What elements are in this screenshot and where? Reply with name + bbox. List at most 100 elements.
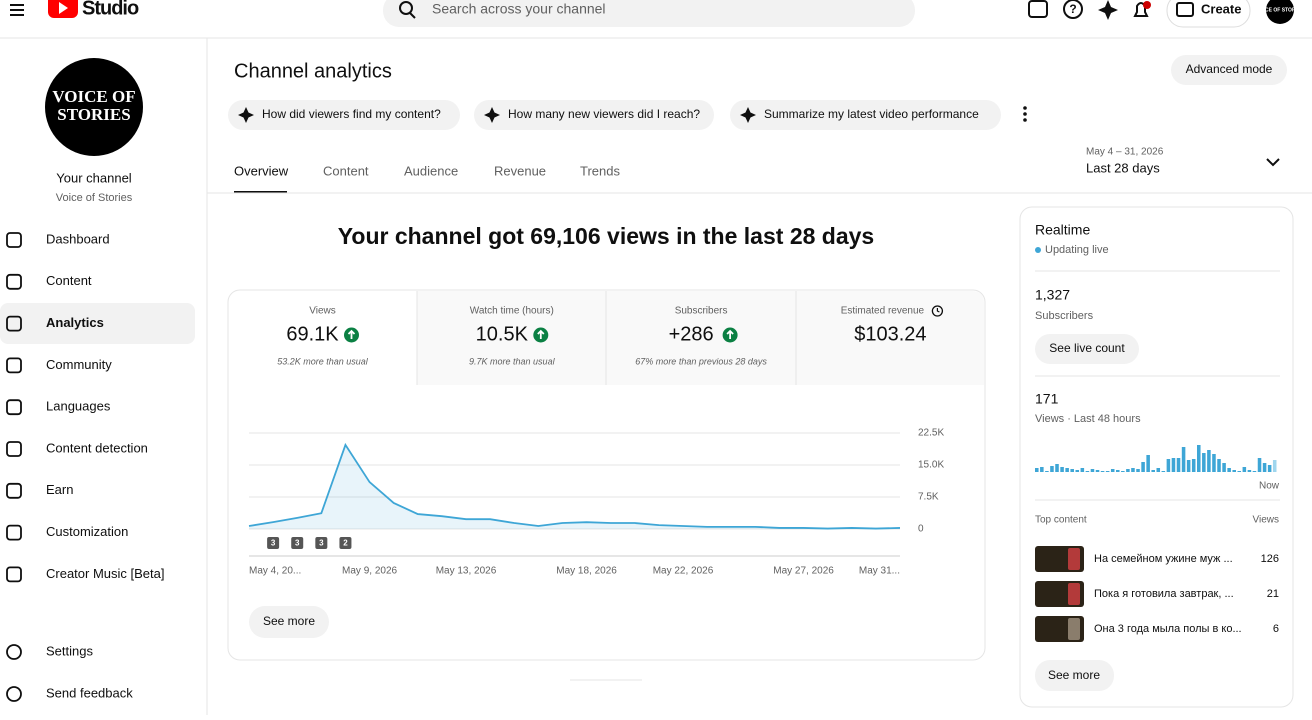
brand: Studio [82,0,139,19]
subscriber-label: Subscribers [1035,310,1094,322]
x-tick-label: May 13, 2026 [436,566,497,577]
account-avatar[interactable] [1266,0,1294,24]
realtime-bar [1171,458,1176,472]
y-tick-label: 0 [918,524,924,535]
realtime-title: Realtime [1035,222,1090,238]
up-arrow [537,329,545,339]
metric-note: 9.7K more than usual [469,356,556,366]
nav-icon [6,399,22,416]
nav-item[interactable]: Creator Music [Beta] [46,566,165,581]
nav-icon [6,524,22,541]
nav-item[interactable]: Content detection [46,440,148,455]
nav-icon [6,566,22,583]
advanced-mode-button[interactable] [1171,55,1287,85]
x-tick-label: May 18, 2026 [556,566,617,577]
nav-item[interactable]: Content [46,273,92,288]
search-icon [399,1,413,15]
channel-name: Voice of Stories [56,192,133,204]
sparkle-icon [238,107,254,123]
nav-item[interactable]: Send feedback [46,685,133,700]
tab[interactable]: Audience [404,163,458,178]
live-count-button[interactable] [1035,334,1139,364]
nav-item[interactable]: Languages [46,399,111,414]
x-tick-label: May 4, 20... [249,566,301,577]
prompt-chip[interactable] [730,100,1001,130]
nav-item[interactable]: Analytics [46,315,104,330]
nav-item[interactable]: Customization [46,524,128,539]
nav-icon [6,315,22,332]
see-more-label: See more [263,614,315,628]
up-arrow [347,329,356,339]
nav-item[interactable]: Settings [46,643,93,658]
nav-item[interactable]: Dashboard [46,231,110,246]
thumbnail-accent [1068,583,1080,605]
tab[interactable]: Content [323,163,369,178]
date-range: May 4 – 31, 2026 [1086,147,1164,158]
realtime-bar [1131,468,1135,472]
bell-badge [1143,1,1151,9]
x-tick-label: May 9, 2026 [342,566,397,577]
nav-item[interactable]: Earn [46,482,73,497]
metric-note: 67% more than previous 28 days [635,356,767,366]
ideas-icon[interactable] [1028,0,1048,18]
realtime-bar [1247,470,1252,472]
annotation: 2 [343,539,348,548]
page-title: Channel analytics [234,60,392,82]
annotation-box [315,537,328,549]
bell-icon[interactable] [1133,2,1149,17]
realtime-bar [1070,469,1074,472]
sparkle-icon [484,107,500,123]
annotation: 3 [319,539,324,548]
nav-item[interactable]: Community [46,357,112,372]
annotation-box [267,537,280,549]
metric-value: $103.24 [854,323,926,345]
metric-label: Estimated revenue [841,306,925,317]
help-icon[interactable] [1063,0,1083,19]
content-title[interactable]: На семейном ужине муж ... [1094,553,1233,565]
nav-icon [6,644,22,660]
thumbnail-accent [1068,548,1080,570]
prompt-chip[interactable] [474,100,714,130]
realtime-see-more-button[interactable] [1035,660,1114,691]
live-dot [1035,247,1041,253]
date-dropdown[interactable] [1266,158,1280,167]
content-title[interactable]: Она 3 года мыла полы в ко... [1094,623,1242,635]
metric-value: 10.5K [476,323,529,345]
y-tick-label: 15.0K [918,460,944,471]
realtime-bar [1085,471,1090,472]
realtime-bar [1242,467,1247,472]
realtime-bar [1217,459,1221,472]
menu-icon[interactable] [10,4,24,16]
prompt-chip[interactable] [228,100,460,130]
nav-icon [6,357,22,374]
search-box[interactable] [383,0,915,27]
realtime-see-more-label: See more [1048,668,1100,682]
headline: Your channel got 69,106 views in the las… [338,223,874,249]
tab[interactable]: Overview [234,163,289,178]
thumbnail-accent [1068,618,1080,640]
realtime-bar [1227,468,1231,472]
realtime-bar [1080,468,1085,472]
ai-icon[interactable] [1098,0,1118,20]
channel-avatar[interactable] [45,58,143,156]
tab[interactable]: Revenue [494,163,546,178]
realtime-bar [1110,469,1115,472]
prompt-label: Summarize my latest video performance [764,107,979,121]
advanced-mode-label: Advanced mode [1186,62,1273,76]
tab[interactable]: Trends [580,163,620,178]
see-more-button[interactable] [249,606,329,638]
realtime-bar [1045,471,1049,472]
metric-label: Watch time (hours) [470,306,554,317]
annotation-box [339,537,352,549]
subscriber-count: 1,327 [1035,287,1070,303]
content-views: 126 [1261,553,1279,565]
views-column-label: Views [1253,515,1280,526]
clock-hands [936,308,940,313]
realtime-bar [1166,459,1171,472]
create-button[interactable] [1166,0,1251,28]
clock-icon [931,305,944,317]
more-menu[interactable] [1023,106,1027,122]
realtime-bar [1035,468,1039,472]
content-title[interactable]: Пока я готовила завтрак, ... [1094,588,1234,600]
